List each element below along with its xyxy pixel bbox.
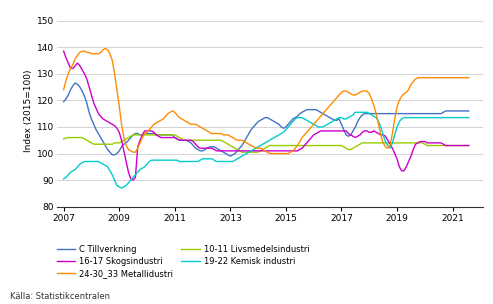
16-17 Skogsindustri bbox=[128, 177, 134, 181]
24-30_33 Metallidustri bbox=[443, 76, 449, 80]
24-30_33 Metallidustri bbox=[96, 52, 102, 56]
10-11 Livsmedelsindustri bbox=[443, 144, 449, 147]
Line: 19-22 Kemisk industri: 19-22 Kemisk industri bbox=[64, 112, 469, 188]
10-11 Livsmedelsindustri bbox=[61, 137, 67, 141]
Line: 24-30_33 Metallidustri: 24-30_33 Metallidustri bbox=[64, 48, 469, 154]
19-22 Kemisk industri bbox=[197, 158, 203, 162]
10-11 Livsmedelsindustri bbox=[239, 150, 245, 154]
19-22 Kemisk industri bbox=[118, 186, 124, 190]
Line: 10-11 Livsmedelsindustri: 10-11 Livsmedelsindustri bbox=[64, 135, 469, 152]
C Tillverkning bbox=[466, 109, 472, 113]
Line: C Tillverkning: C Tillverkning bbox=[64, 83, 469, 156]
19-22 Kemisk industri bbox=[130, 176, 136, 179]
10-11 Livsmedelsindustri bbox=[197, 138, 203, 142]
16-17 Skogsindustri bbox=[61, 49, 67, 53]
19-22 Kemisk industri bbox=[79, 161, 85, 165]
24-30_33 Metallidustri bbox=[466, 76, 472, 80]
24-30_33 Metallidustri bbox=[197, 125, 203, 129]
10-11 Livsmedelsindustri bbox=[294, 144, 300, 147]
Y-axis label: Index (2015=100): Index (2015=100) bbox=[24, 70, 33, 152]
24-30_33 Metallidustri bbox=[294, 144, 300, 147]
24-30_33 Metallidustri bbox=[130, 150, 136, 154]
16-17 Skogsindustri bbox=[130, 178, 136, 182]
19-22 Kemisk industri bbox=[466, 116, 472, 119]
C Tillverkning bbox=[130, 133, 136, 137]
10-11 Livsmedelsindustri bbox=[79, 136, 85, 139]
24-30_33 Metallidustri bbox=[61, 88, 67, 92]
24-30_33 Metallidustri bbox=[79, 49, 85, 53]
C Tillverkning bbox=[443, 109, 449, 113]
10-11 Livsmedelsindustri bbox=[466, 144, 472, 147]
C Tillverkning bbox=[197, 149, 203, 153]
16-17 Skogsindustri bbox=[292, 149, 298, 153]
Legend: C Tillverkning, 16-17 Skogsindustri, 24-30_33 Metallidustri, 10-11 Livsmedelsind: C Tillverkning, 16-17 Skogsindustri, 24-… bbox=[57, 245, 310, 278]
C Tillverkning bbox=[72, 81, 78, 85]
16-17 Skogsindustri bbox=[440, 142, 446, 146]
10-11 Livsmedelsindustri bbox=[128, 134, 134, 138]
C Tillverkning bbox=[81, 95, 87, 98]
10-11 Livsmedelsindustri bbox=[96, 142, 102, 146]
16-17 Skogsindustri bbox=[96, 112, 102, 116]
C Tillverkning bbox=[61, 100, 67, 103]
C Tillverkning bbox=[227, 154, 233, 158]
10-11 Livsmedelsindustri bbox=[130, 133, 136, 137]
C Tillverkning bbox=[98, 136, 104, 139]
Text: Källa: Statistikcentralen: Källa: Statistikcentralen bbox=[10, 292, 110, 301]
Line: 16-17 Skogsindustri: 16-17 Skogsindustri bbox=[64, 51, 469, 180]
16-17 Skogsindustri bbox=[466, 144, 472, 147]
19-22 Kemisk industri bbox=[61, 177, 67, 181]
16-17 Skogsindustri bbox=[197, 147, 203, 150]
24-30_33 Metallidustri bbox=[103, 47, 108, 50]
19-22 Kemisk industri bbox=[352, 110, 358, 114]
16-17 Skogsindustri bbox=[79, 68, 85, 71]
19-22 Kemisk industri bbox=[292, 117, 298, 121]
24-30_33 Metallidustri bbox=[267, 152, 273, 155]
19-22 Kemisk industri bbox=[443, 116, 449, 119]
C Tillverkning bbox=[294, 115, 300, 118]
19-22 Kemisk industri bbox=[96, 160, 102, 163]
